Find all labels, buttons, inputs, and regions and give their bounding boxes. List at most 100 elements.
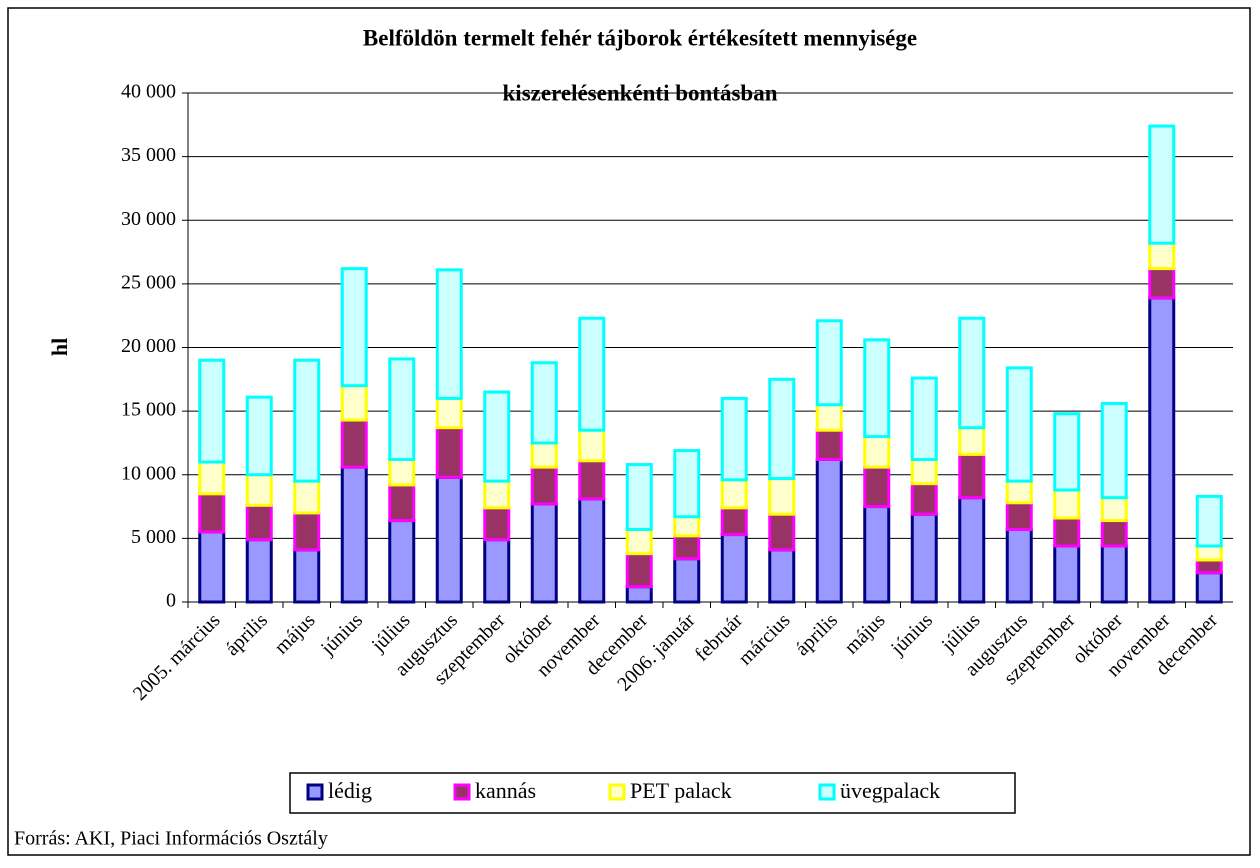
bar — [863, 435, 891, 469]
bar — [435, 268, 463, 400]
bar — [1148, 241, 1176, 271]
bar — [1100, 401, 1128, 500]
bar — [578, 459, 606, 501]
bar — [720, 533, 748, 604]
bar — [245, 503, 273, 542]
bar — [530, 441, 558, 469]
bar — [530, 465, 558, 506]
bar — [340, 465, 368, 604]
y-tick-label: 15 000 — [121, 399, 176, 421]
y-tick-label: 0 — [166, 590, 176, 612]
bar — [673, 557, 701, 604]
bar — [388, 457, 416, 487]
bar — [1195, 494, 1223, 548]
bar — [578, 316, 606, 432]
bar — [1195, 571, 1223, 604]
bar — [625, 585, 653, 604]
bar — [1148, 296, 1176, 604]
bar — [673, 534, 701, 561]
bar — [958, 452, 986, 500]
bar — [720, 478, 748, 510]
bar — [388, 519, 416, 604]
bar — [768, 477, 796, 516]
legend-swatch — [453, 783, 471, 801]
bar — [815, 457, 843, 604]
bar — [910, 376, 938, 461]
bar — [483, 506, 511, 542]
bar — [388, 483, 416, 523]
bar — [768, 548, 796, 604]
bar — [1005, 366, 1033, 483]
bar — [340, 267, 368, 388]
chart-title: Belföldön termelt fehér tájborok értékes… — [363, 25, 917, 50]
bar — [958, 496, 986, 604]
bar — [1195, 544, 1223, 562]
bar — [483, 538, 511, 604]
bar — [1005, 479, 1033, 505]
bar — [198, 460, 226, 496]
bar — [815, 428, 843, 461]
bar — [768, 377, 796, 481]
bar — [1148, 124, 1176, 245]
y-axis-label: hl — [47, 338, 72, 356]
bar — [340, 384, 368, 422]
bar — [815, 319, 843, 407]
bar — [1053, 544, 1081, 604]
bar — [958, 426, 986, 456]
bar — [1100, 544, 1128, 604]
bar — [625, 552, 653, 589]
bar — [1148, 267, 1176, 300]
bar — [198, 358, 226, 464]
bar — [1005, 527, 1033, 604]
legend-label: PET palack — [630, 778, 732, 803]
y-tick-label: 20 000 — [121, 335, 176, 357]
bar — [863, 465, 891, 509]
bar — [673, 515, 701, 538]
bar — [815, 403, 843, 432]
y-tick-label: 35 000 — [121, 144, 176, 166]
bar — [530, 502, 558, 604]
legend-label: kannás — [475, 778, 536, 803]
legend-swatch — [306, 783, 324, 801]
bar — [863, 505, 891, 604]
legend-label: lédig — [328, 778, 372, 803]
legend-box — [289, 772, 1016, 814]
bar — [293, 511, 321, 552]
bar — [293, 548, 321, 604]
bar — [435, 475, 463, 604]
y-tick-label: 40 000 — [121, 81, 176, 103]
bar — [958, 316, 986, 430]
bar — [720, 396, 748, 482]
bar — [1053, 516, 1081, 548]
bar — [910, 512, 938, 604]
bar — [483, 479, 511, 510]
bar — [198, 530, 226, 604]
y-tick-label: 25 000 — [121, 271, 176, 293]
bar — [245, 538, 273, 604]
bar — [435, 426, 463, 479]
source: Forrás: AKI, Piaci Információs Osztály — [14, 828, 328, 850]
bar — [1100, 519, 1128, 548]
bar — [1053, 488, 1081, 520]
bar — [625, 527, 653, 556]
bar — [1005, 501, 1033, 531]
bar — [1195, 558, 1223, 575]
bar — [388, 357, 416, 461]
y-tick-label: 30 000 — [121, 208, 176, 230]
bar — [245, 473, 273, 507]
bar — [910, 457, 938, 486]
bar — [1053, 412, 1081, 492]
legend-swatch — [818, 783, 836, 801]
bar — [578, 428, 606, 463]
bar — [198, 492, 226, 534]
bar — [863, 338, 891, 439]
bar — [435, 396, 463, 430]
legend-label: üvegpalack — [840, 778, 940, 803]
bar — [245, 395, 273, 477]
bar — [1100, 496, 1128, 523]
bar — [340, 418, 368, 469]
bar — [910, 482, 938, 516]
bar — [483, 390, 511, 483]
bar — [768, 512, 796, 552]
